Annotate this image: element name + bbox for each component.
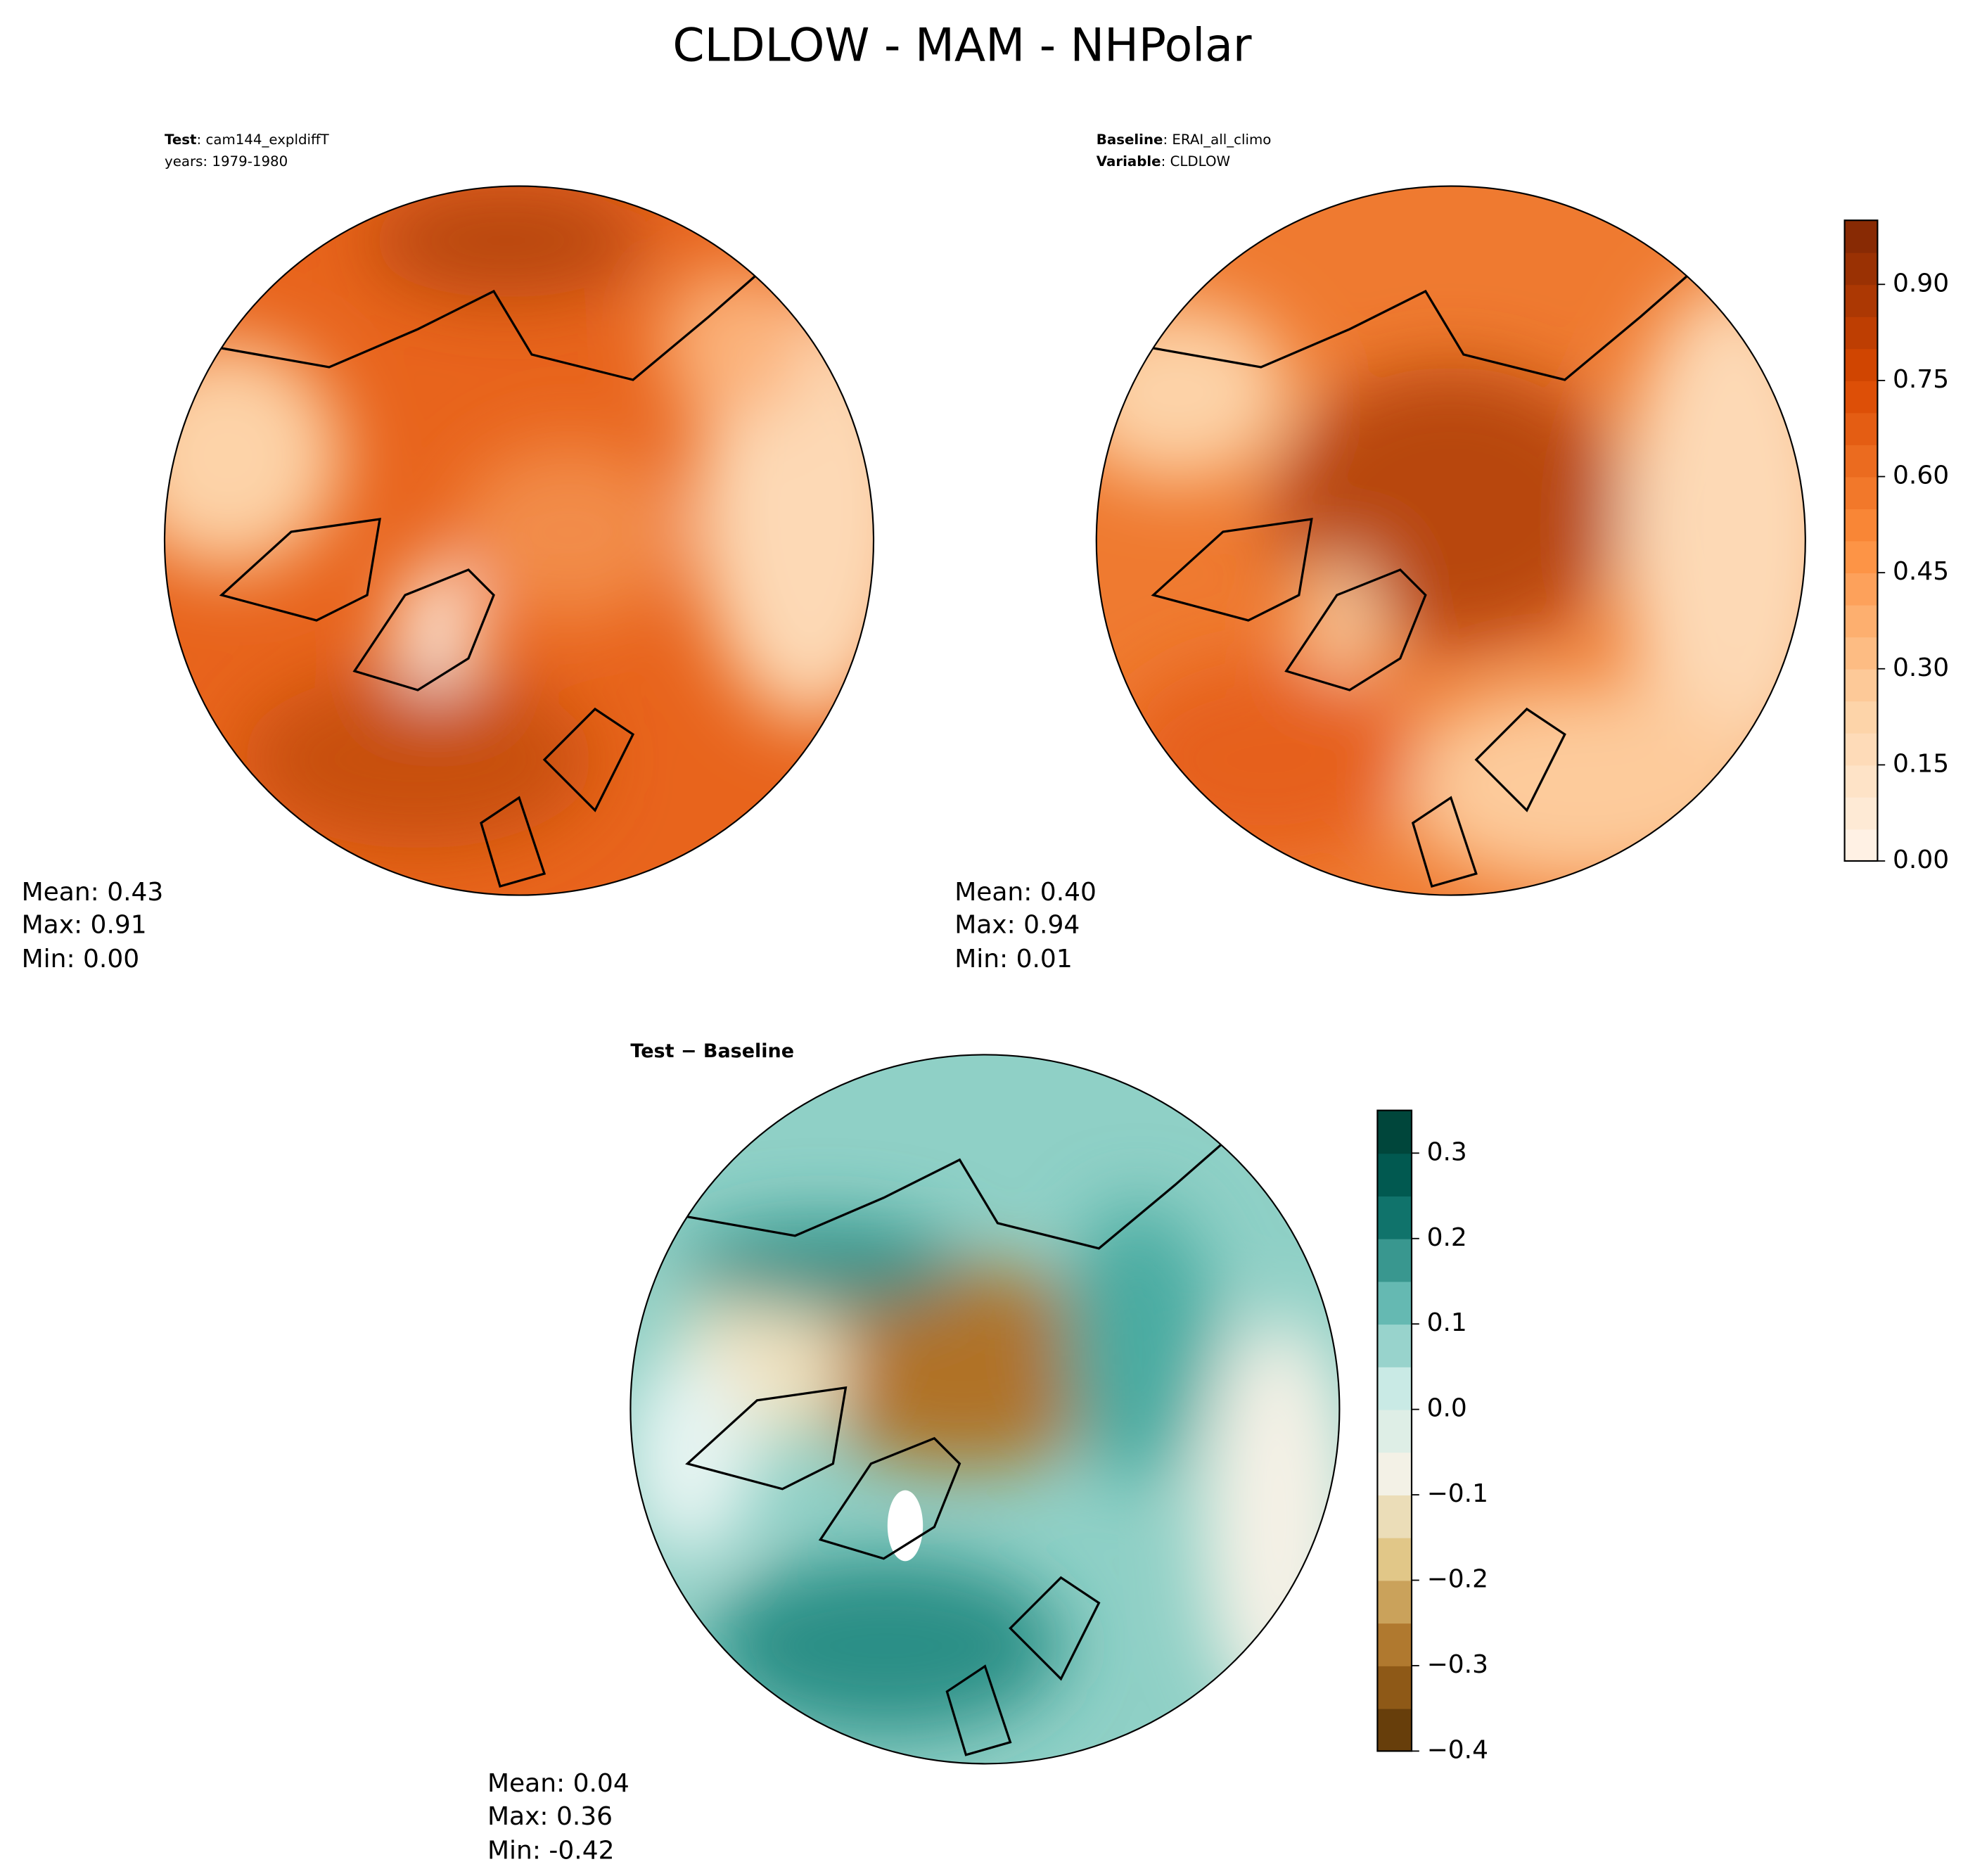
colorbar-tick-label: 0.15 bbox=[1893, 749, 1949, 778]
stat: Mean: 0.04 bbox=[487, 1769, 629, 1798]
colorbar-band bbox=[1844, 348, 1878, 381]
colorbar-band bbox=[1844, 509, 1878, 542]
colorbar-band bbox=[1844, 796, 1878, 830]
colorbar-band bbox=[1844, 732, 1878, 766]
colorbar-band bbox=[1377, 1366, 1412, 1410]
colorbars: 0.00 0.15 0.30 0.45 0.60 0.75 0.90 −0.4 −0.3 −0.2… bbox=[1376, 219, 1949, 1764]
colorbar-tick-label: −0.3 bbox=[1427, 1650, 1488, 1679]
colorbar-band bbox=[1844, 316, 1878, 350]
stat: Min: -0.42 bbox=[487, 1836, 615, 1865]
panel-label: Test: cam144_expldiffT bbox=[165, 132, 330, 148]
colorbar-band bbox=[1844, 284, 1878, 317]
colorbar-tick-label: 0.1 bbox=[1427, 1308, 1467, 1337]
stat: Max: 0.94 bbox=[954, 911, 1080, 940]
stat: Min: 0.01 bbox=[954, 945, 1073, 974]
stat: Max: 0.91 bbox=[22, 911, 147, 940]
colorbar-tick-label: −0.2 bbox=[1427, 1565, 1488, 1594]
map-border bbox=[629, 1054, 1341, 1765]
colorbar-tick-label: 0.0 bbox=[1427, 1394, 1467, 1423]
colorbar-band bbox=[1844, 540, 1878, 574]
colorbar-band bbox=[1844, 412, 1878, 445]
colorbar-tick-label: −0.4 bbox=[1427, 1735, 1488, 1764]
colorbar-band bbox=[1844, 829, 1878, 862]
colorbar-tick-label: 0.90 bbox=[1893, 269, 1949, 298]
colorbar-band bbox=[1377, 1452, 1412, 1495]
colorbar-band bbox=[1377, 1537, 1412, 1581]
colorbar-band bbox=[1844, 765, 1878, 798]
stat: Mean: 0.40 bbox=[954, 878, 1097, 907]
colorbar-tick-label: 0.00 bbox=[1893, 846, 1949, 874]
colorbar-tick-label: 0.75 bbox=[1893, 365, 1949, 394]
colorbar-band bbox=[1377, 1281, 1412, 1325]
panel-label: Variable: CLDLOW bbox=[1097, 153, 1230, 170]
colorbar-band bbox=[1844, 668, 1878, 702]
panel-label: Baseline: ERAI_all_climo bbox=[1097, 132, 1272, 148]
colorbar-band bbox=[1844, 573, 1878, 606]
panel-label: years: 1979-1980 bbox=[165, 153, 288, 170]
colorbar-band bbox=[1377, 1196, 1412, 1239]
map bbox=[165, 186, 874, 895]
colorbar-band bbox=[1377, 1110, 1412, 1154]
colorbar-band bbox=[1844, 476, 1878, 509]
colorbar-band bbox=[1844, 637, 1878, 670]
map-border bbox=[163, 185, 875, 896]
colorbar-tick-label: 0.60 bbox=[1893, 461, 1949, 490]
colorbar-band bbox=[1377, 1238, 1412, 1282]
colorbar-tick-label: 0.3 bbox=[1427, 1137, 1467, 1166]
colorbar-band bbox=[1377, 1708, 1412, 1752]
colorbar-band bbox=[1844, 444, 1878, 478]
colorbar-band bbox=[1377, 1665, 1412, 1709]
map bbox=[630, 1054, 1340, 1764]
stat: Max: 0.36 bbox=[487, 1802, 613, 1831]
colorbar-band bbox=[1844, 380, 1878, 414]
map-border bbox=[1095, 185, 1806, 896]
colorbar-band bbox=[1377, 1580, 1412, 1624]
colorbar-frame bbox=[1376, 1109, 1413, 1752]
stat: Mean: 0.43 bbox=[22, 878, 164, 907]
colorbar-band bbox=[1844, 252, 1878, 286]
colorbar-tick-label: 0.2 bbox=[1427, 1223, 1467, 1252]
map bbox=[1096, 186, 1805, 895]
colorbar-band bbox=[1844, 701, 1878, 734]
colorbar-frame bbox=[1843, 219, 1879, 862]
colorbar-band bbox=[1377, 1153, 1412, 1197]
colorbar-band bbox=[1844, 220, 1878, 253]
stat: Min: 0.00 bbox=[22, 945, 140, 974]
colorbar-tick-label: −0.1 bbox=[1427, 1479, 1488, 1508]
colorbar-band bbox=[1844, 604, 1878, 638]
colorbar-band bbox=[1377, 1324, 1412, 1367]
figure-title: CLDLOW - MAM - NHPolar bbox=[672, 19, 1252, 72]
colorbar-tick-label: 0.45 bbox=[1893, 557, 1949, 586]
panel-label: Test − Baseline bbox=[630, 1040, 794, 1062]
colorbar-tick-label: 0.30 bbox=[1893, 653, 1949, 682]
colorbar-band bbox=[1377, 1623, 1412, 1666]
colorbar-band bbox=[1377, 1409, 1412, 1453]
colorbar-band bbox=[1377, 1495, 1412, 1538]
